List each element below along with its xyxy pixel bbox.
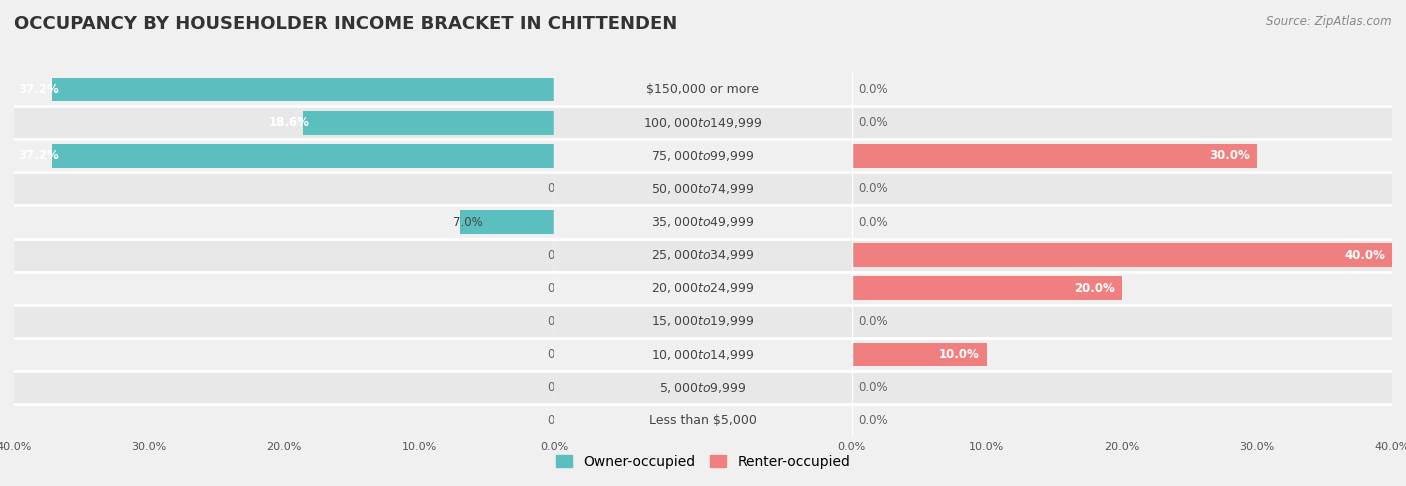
- Text: 18.6%: 18.6%: [269, 116, 309, 129]
- Bar: [460, 210, 554, 234]
- Text: 0.0%: 0.0%: [548, 381, 578, 394]
- Text: $25,000 to $34,999: $25,000 to $34,999: [651, 248, 755, 262]
- Bar: [554, 139, 852, 173]
- Text: 40.0%: 40.0%: [1344, 249, 1385, 261]
- Bar: [14, 139, 554, 173]
- Bar: [852, 106, 1392, 139]
- Bar: [852, 343, 987, 366]
- Bar: [14, 404, 554, 437]
- Text: 0.0%: 0.0%: [548, 315, 578, 328]
- Bar: [52, 78, 554, 102]
- Legend: Owner-occupied, Renter-occupied: Owner-occupied, Renter-occupied: [550, 449, 856, 474]
- Bar: [554, 272, 852, 305]
- Bar: [14, 305, 554, 338]
- Bar: [852, 272, 1392, 305]
- Text: 0.0%: 0.0%: [858, 315, 889, 328]
- Text: 0.0%: 0.0%: [858, 381, 889, 394]
- Bar: [14, 239, 554, 272]
- Bar: [852, 73, 1392, 106]
- Bar: [852, 144, 1257, 168]
- Text: $150,000 or more: $150,000 or more: [647, 83, 759, 96]
- Text: 30.0%: 30.0%: [1209, 149, 1250, 162]
- Text: OCCUPANCY BY HOUSEHOLDER INCOME BRACKET IN CHITTENDEN: OCCUPANCY BY HOUSEHOLDER INCOME BRACKET …: [14, 15, 678, 33]
- Text: 0.0%: 0.0%: [548, 348, 578, 361]
- Bar: [14, 206, 554, 239]
- Text: $75,000 to $99,999: $75,000 to $99,999: [651, 149, 755, 163]
- Text: 37.2%: 37.2%: [18, 83, 59, 96]
- Text: $10,000 to $14,999: $10,000 to $14,999: [651, 347, 755, 362]
- Text: $15,000 to $19,999: $15,000 to $19,999: [651, 314, 755, 329]
- Text: 0.0%: 0.0%: [858, 116, 889, 129]
- Text: 20.0%: 20.0%: [1074, 282, 1115, 295]
- Text: Less than $5,000: Less than $5,000: [650, 415, 756, 427]
- Bar: [852, 173, 1392, 206]
- Bar: [554, 206, 852, 239]
- Bar: [14, 338, 554, 371]
- Bar: [554, 338, 852, 371]
- Bar: [14, 272, 554, 305]
- Text: $100,000 to $149,999: $100,000 to $149,999: [644, 116, 762, 130]
- Text: 7.0%: 7.0%: [453, 215, 482, 228]
- Text: Source: ZipAtlas.com: Source: ZipAtlas.com: [1267, 15, 1392, 28]
- Bar: [554, 173, 852, 206]
- Bar: [14, 371, 554, 404]
- Bar: [852, 371, 1392, 404]
- Bar: [304, 111, 554, 135]
- Bar: [852, 338, 1392, 371]
- Text: $20,000 to $24,999: $20,000 to $24,999: [651, 281, 755, 295]
- Bar: [14, 173, 554, 206]
- Bar: [852, 305, 1392, 338]
- Text: $35,000 to $49,999: $35,000 to $49,999: [651, 215, 755, 229]
- Bar: [14, 73, 554, 106]
- Bar: [554, 371, 852, 404]
- Text: 0.0%: 0.0%: [858, 83, 889, 96]
- Bar: [852, 404, 1392, 437]
- Text: 0.0%: 0.0%: [548, 182, 578, 195]
- Text: 0.0%: 0.0%: [858, 415, 889, 427]
- Text: 0.0%: 0.0%: [858, 215, 889, 228]
- Text: 0.0%: 0.0%: [548, 249, 578, 261]
- Text: $50,000 to $74,999: $50,000 to $74,999: [651, 182, 755, 196]
- Bar: [852, 239, 1392, 272]
- Text: 10.0%: 10.0%: [939, 348, 980, 361]
- Bar: [52, 144, 554, 168]
- Bar: [852, 206, 1392, 239]
- Bar: [14, 106, 554, 139]
- Bar: [554, 106, 852, 139]
- Bar: [554, 404, 852, 437]
- Text: 0.0%: 0.0%: [548, 415, 578, 427]
- Bar: [852, 243, 1392, 267]
- Text: 37.2%: 37.2%: [18, 149, 59, 162]
- Text: $5,000 to $9,999: $5,000 to $9,999: [659, 381, 747, 395]
- Bar: [554, 73, 852, 106]
- Bar: [852, 277, 1122, 300]
- Text: 0.0%: 0.0%: [858, 182, 889, 195]
- Bar: [554, 239, 852, 272]
- Bar: [554, 305, 852, 338]
- Bar: [852, 139, 1392, 173]
- Text: 0.0%: 0.0%: [548, 282, 578, 295]
